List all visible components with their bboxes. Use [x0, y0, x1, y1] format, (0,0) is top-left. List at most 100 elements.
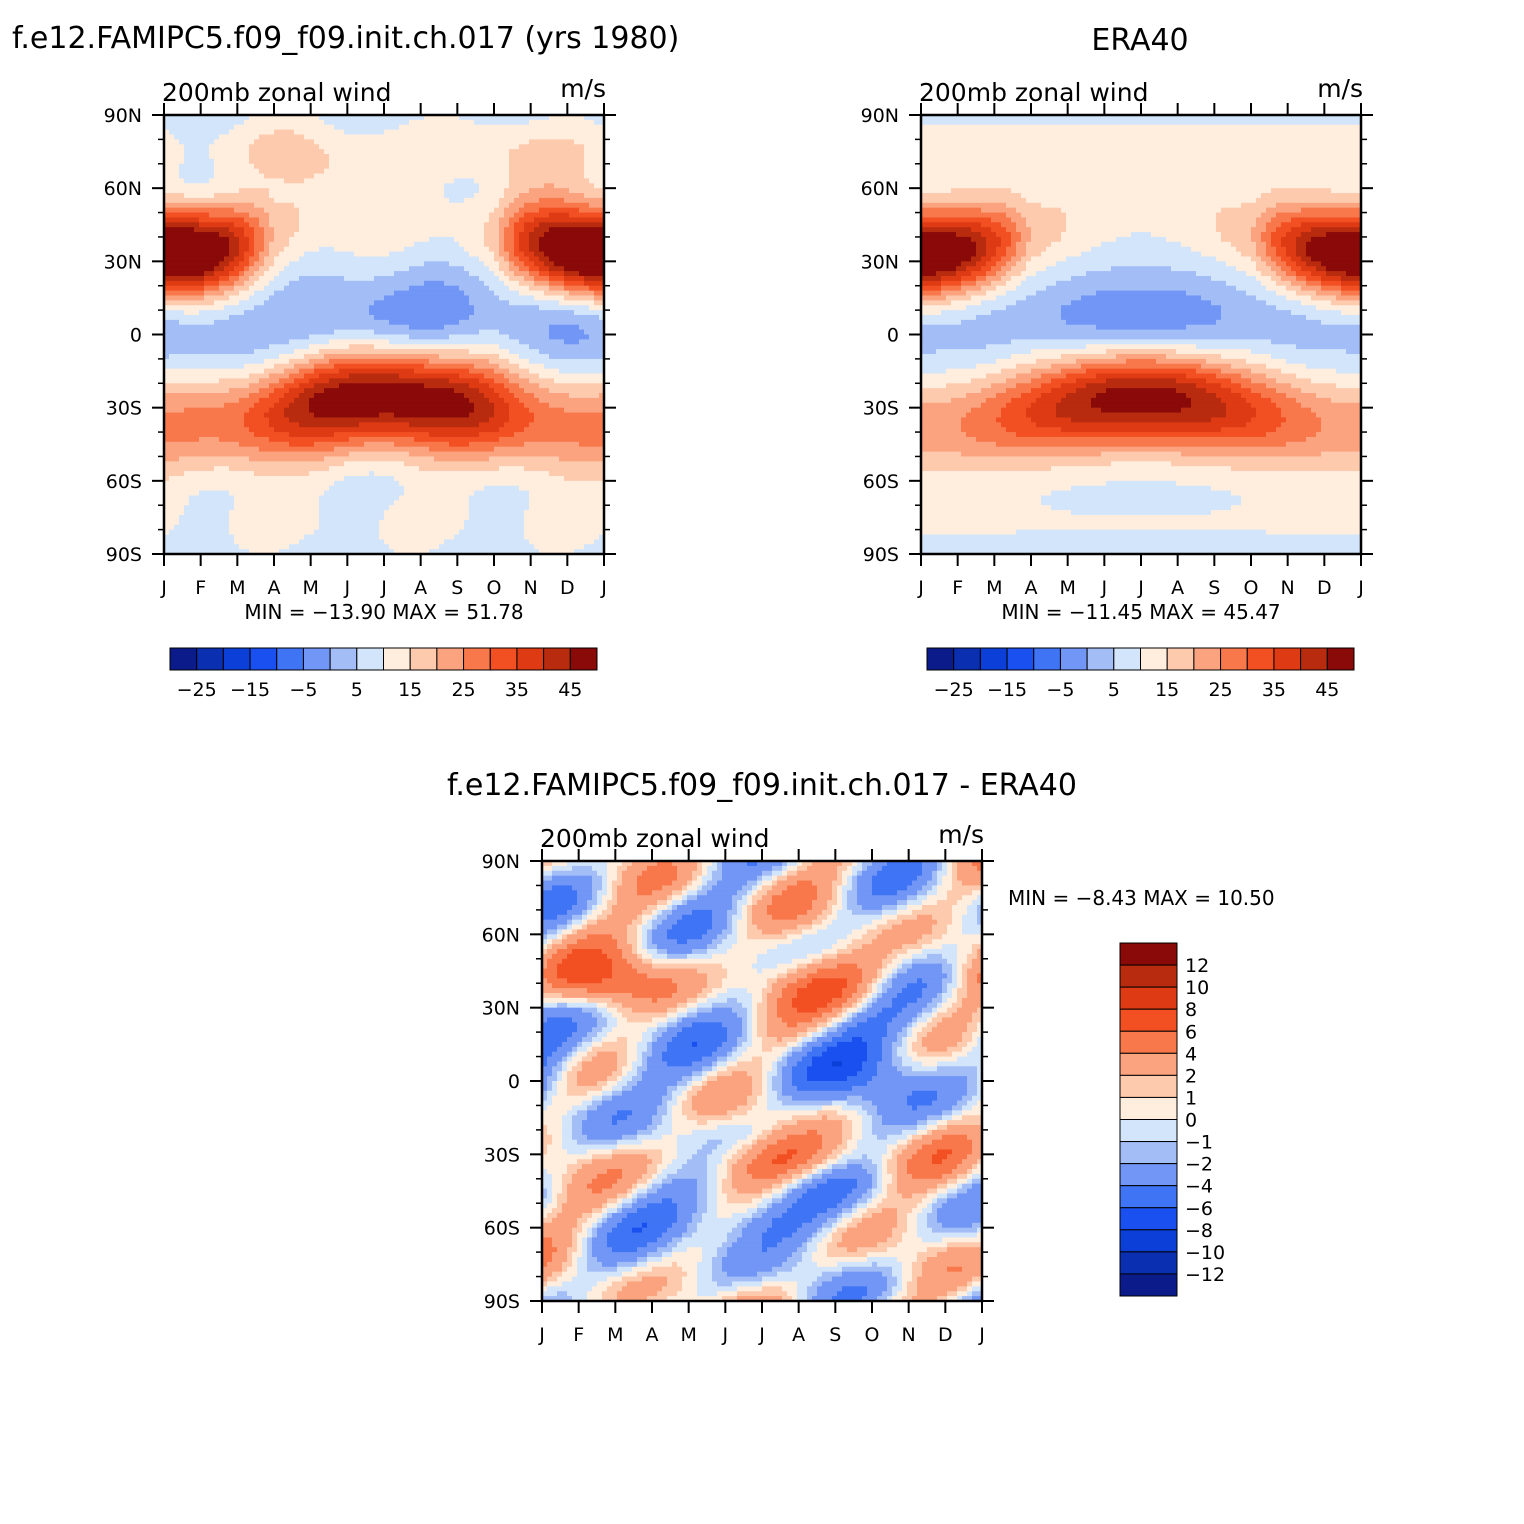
field-cell	[209, 339, 215, 344]
field-cell	[209, 354, 215, 359]
field-cell	[204, 281, 210, 286]
field-cell	[184, 349, 190, 354]
field-cell	[179, 256, 185, 261]
field-cell	[249, 315, 255, 320]
field-cell	[199, 413, 205, 418]
field-cell	[179, 491, 185, 496]
field-cell	[189, 169, 195, 174]
field-cell	[209, 378, 215, 383]
field-cell	[229, 339, 235, 344]
field-cell	[234, 442, 240, 447]
field-cell	[234, 159, 240, 164]
field-cell	[174, 198, 180, 203]
field-cell	[239, 383, 245, 388]
field-cell	[229, 256, 235, 261]
field-cell	[224, 378, 230, 383]
field-cell	[239, 315, 245, 320]
field-cell	[204, 359, 210, 364]
field-cell	[189, 408, 195, 413]
field-cell	[229, 335, 235, 340]
field-cell	[214, 359, 220, 364]
figure: f.e12.FAMIPC5.f09_f09.init.ch.017 (yrs 1…	[0, 0, 1524, 1524]
field-cell	[214, 276, 220, 281]
field-cell	[244, 305, 250, 310]
field-cell	[234, 130, 240, 135]
field-cell	[169, 393, 175, 398]
field-cell	[214, 325, 220, 330]
field-cell	[239, 539, 245, 544]
field-cell	[184, 378, 190, 383]
field-cell	[204, 408, 210, 413]
field-cell	[234, 413, 240, 418]
field-cell	[174, 300, 180, 305]
field-cell	[234, 154, 240, 159]
field-cell	[244, 398, 250, 403]
field-cell	[174, 276, 180, 281]
field-cell	[234, 305, 240, 310]
field-cell	[214, 305, 220, 310]
field-cell	[199, 217, 205, 222]
field-cell	[249, 252, 255, 257]
field-cell	[209, 315, 215, 320]
field-cell	[194, 193, 200, 198]
field-cell	[234, 247, 240, 252]
field-cell	[234, 364, 240, 369]
field-cell	[229, 217, 235, 222]
field-cell	[234, 491, 240, 496]
field-cell	[224, 364, 230, 369]
field-cell	[224, 374, 230, 379]
field-cell	[199, 447, 205, 452]
field-cell	[184, 495, 190, 500]
field-cell	[214, 266, 220, 271]
field-cell	[214, 413, 220, 418]
field-cell	[204, 403, 210, 408]
field-cell	[174, 432, 180, 437]
field-cell	[194, 154, 200, 159]
field-cell	[169, 427, 175, 432]
field-cell	[234, 408, 240, 413]
field-cell	[239, 398, 245, 403]
field-cell	[249, 193, 255, 198]
field-cell	[234, 252, 240, 257]
field-cell	[184, 471, 190, 476]
field-cell	[254, 174, 260, 179]
field-cell	[224, 461, 230, 466]
field-cell	[244, 500, 250, 505]
field-cell	[174, 398, 180, 403]
field-cell	[224, 266, 230, 271]
field-cell	[169, 242, 175, 247]
field-cell	[194, 125, 200, 130]
field-cell	[224, 164, 230, 169]
field-cell	[249, 339, 255, 344]
field-cell	[179, 300, 185, 305]
field-cell	[239, 164, 245, 169]
field-cell	[194, 149, 200, 154]
field-cell	[244, 266, 250, 271]
field-cell	[254, 198, 260, 203]
model-plot: J F M A M J J A S O N D J90N60N30N030S60S90S200mb zo…	[104, 74, 616, 701]
field-cell	[214, 447, 220, 452]
field-cell	[229, 359, 235, 364]
field-cell	[174, 130, 180, 135]
field-cell	[199, 403, 205, 408]
field-cell	[204, 261, 210, 266]
field-cell	[169, 149, 175, 154]
field-cell	[229, 281, 235, 286]
field-cell	[189, 447, 195, 452]
field-cell	[214, 222, 220, 227]
field-cell	[209, 208, 215, 213]
field-cell	[174, 534, 180, 539]
field-cell	[189, 295, 195, 300]
field-cell	[179, 261, 185, 266]
field-cell	[169, 476, 175, 481]
field-cell	[194, 266, 200, 271]
field-cell	[254, 242, 260, 247]
field-cell	[179, 213, 185, 218]
field-cell	[174, 520, 180, 525]
field-cell	[219, 510, 225, 515]
field-cell	[249, 300, 255, 305]
field-cell	[194, 232, 200, 237]
field-cell	[169, 432, 175, 437]
field-cell	[194, 310, 200, 315]
field-cell	[249, 178, 255, 183]
